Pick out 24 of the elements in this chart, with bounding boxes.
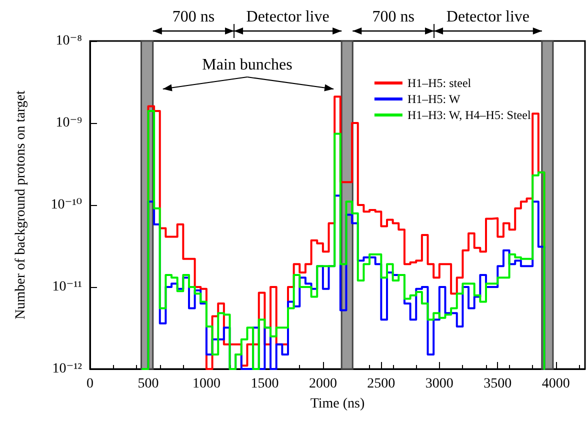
text: 700 ns <box>172 8 215 26</box>
text: 700 ns <box>372 8 414 26</box>
legend-label: H1–H5: steel <box>407 76 472 90</box>
y-axis-title: Number of background protons on target <box>14 90 28 320</box>
text: Detector live <box>446 8 530 26</box>
x-tick-label: 2500 <box>367 376 396 392</box>
y-tick-label: 10⁻¹¹ <box>52 280 82 294</box>
annotation: Main bunches <box>202 56 292 74</box>
x-tick-label: 1500 <box>250 376 279 392</box>
x-tick-label: 0 <box>86 376 94 392</box>
x-tick-label: 1000 <box>192 376 220 392</box>
y-tick-label: 10⁻⁸ <box>56 34 82 48</box>
y-tick-label: 10⁻¹² <box>52 362 82 376</box>
y-tick-label: 10⁻¹⁰ <box>50 198 82 212</box>
x-tick-label: 3000 <box>425 376 454 392</box>
x-tick-label: 4000 <box>542 376 570 392</box>
legend-label: H1–H5: W <box>407 92 461 106</box>
y-tick-label: 10⁻⁹ <box>56 116 82 130</box>
text: Detector live <box>246 8 330 26</box>
x-tick-label: 500 <box>138 376 159 392</box>
x-tick-label: 3500 <box>484 376 512 392</box>
x-axis-title: Time (ns) <box>310 396 365 412</box>
legend-label: H1–H3: W, H4–H5: Steel <box>407 108 532 122</box>
x-tick-label: 2000 <box>308 376 337 392</box>
